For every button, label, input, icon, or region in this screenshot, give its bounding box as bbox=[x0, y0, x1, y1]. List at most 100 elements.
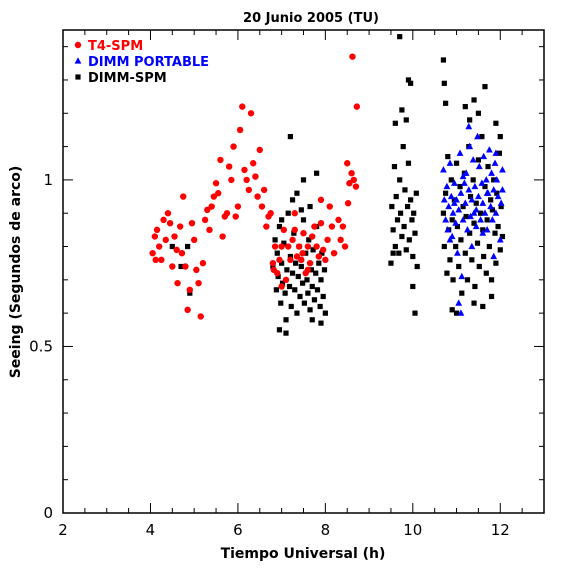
data-point bbox=[318, 277, 324, 283]
data-point bbox=[456, 263, 462, 270]
data-point bbox=[461, 179, 468, 186]
data-point bbox=[284, 243, 292, 250]
data-point bbox=[498, 203, 504, 210]
data-point bbox=[453, 310, 460, 316]
data-point bbox=[295, 243, 303, 250]
data-point bbox=[321, 267, 328, 273]
data-point bbox=[309, 283, 315, 290]
data-point bbox=[441, 80, 447, 86]
data-point bbox=[475, 157, 482, 163]
data-point bbox=[289, 270, 296, 276]
data-point bbox=[448, 177, 454, 183]
data-point bbox=[289, 236, 296, 244]
data-point bbox=[281, 240, 287, 246]
data-point bbox=[282, 276, 290, 284]
data-point bbox=[217, 156, 224, 164]
data-point bbox=[390, 227, 396, 233]
data-point bbox=[405, 77, 412, 83]
data-point bbox=[270, 266, 277, 274]
data-point bbox=[402, 187, 408, 193]
data-point bbox=[195, 279, 202, 287]
data-point bbox=[485, 163, 491, 170]
data-point bbox=[499, 166, 506, 173]
x-tick-label: 2 bbox=[58, 521, 68, 539]
data-point bbox=[185, 243, 191, 250]
data-point bbox=[468, 196, 476, 203]
data-point bbox=[489, 216, 496, 223]
data-point bbox=[459, 172, 467, 180]
data-point bbox=[241, 166, 248, 174]
data-point bbox=[315, 253, 323, 260]
data-point bbox=[313, 270, 319, 276]
data-point bbox=[393, 193, 399, 200]
data-point bbox=[483, 270, 489, 276]
data-point bbox=[467, 193, 474, 200]
data-point bbox=[414, 263, 420, 270]
data-point bbox=[442, 216, 450, 223]
data-point bbox=[455, 206, 463, 213]
data-point bbox=[197, 313, 204, 320]
data-point bbox=[269, 259, 277, 267]
data-point bbox=[319, 250, 325, 256]
data-point bbox=[271, 243, 279, 250]
data-point bbox=[488, 277, 495, 283]
data-point bbox=[492, 149, 500, 156]
data-point bbox=[454, 223, 461, 230]
data-point bbox=[449, 217, 455, 223]
data-point bbox=[478, 179, 486, 186]
data-point bbox=[454, 249, 461, 256]
data-point bbox=[443, 182, 451, 190]
data-point bbox=[353, 103, 361, 110]
data-point bbox=[278, 243, 285, 250]
data-points bbox=[149, 34, 506, 336]
data-point bbox=[306, 259, 314, 267]
data-point bbox=[467, 117, 473, 123]
data-point bbox=[462, 104, 468, 110]
data-point bbox=[488, 293, 495, 300]
data-point bbox=[475, 162, 483, 170]
data-point bbox=[397, 210, 404, 216]
data-point bbox=[469, 156, 477, 163]
data-point bbox=[186, 286, 194, 294]
data-point bbox=[474, 132, 481, 140]
data-point bbox=[499, 233, 506, 240]
data-point bbox=[337, 236, 344, 244]
data-point bbox=[461, 199, 469, 206]
data-point bbox=[298, 207, 304, 213]
data-point bbox=[465, 186, 473, 193]
data-point bbox=[270, 263, 276, 270]
data-point bbox=[286, 283, 293, 290]
data-point bbox=[399, 233, 405, 240]
data-point bbox=[178, 249, 186, 257]
data-point bbox=[328, 223, 336, 230]
data-point bbox=[252, 173, 259, 180]
data-point bbox=[316, 260, 322, 266]
data-point bbox=[399, 107, 405, 113]
data-point bbox=[178, 263, 184, 270]
data-point bbox=[440, 57, 447, 63]
data-point bbox=[456, 149, 464, 156]
data-point bbox=[471, 300, 477, 306]
data-point bbox=[488, 169, 495, 176]
legend-label: T4-SPM bbox=[88, 39, 143, 54]
data-point bbox=[292, 287, 298, 293]
data-point bbox=[440, 166, 447, 173]
data-point bbox=[462, 250, 468, 256]
data-point bbox=[447, 257, 453, 263]
data-point bbox=[447, 192, 455, 200]
data-point bbox=[173, 246, 180, 254]
data-point bbox=[446, 236, 454, 243]
data-point bbox=[287, 256, 294, 264]
data-point bbox=[493, 120, 499, 126]
data-point bbox=[346, 180, 353, 187]
data-point bbox=[317, 303, 323, 310]
data-point bbox=[310, 247, 316, 253]
data-point bbox=[210, 193, 218, 200]
data-point bbox=[481, 253, 487, 260]
data-point bbox=[304, 243, 312, 250]
data-point bbox=[477, 210, 484, 216]
data-point bbox=[204, 206, 211, 214]
data-point bbox=[212, 180, 220, 187]
data-point bbox=[324, 236, 331, 244]
